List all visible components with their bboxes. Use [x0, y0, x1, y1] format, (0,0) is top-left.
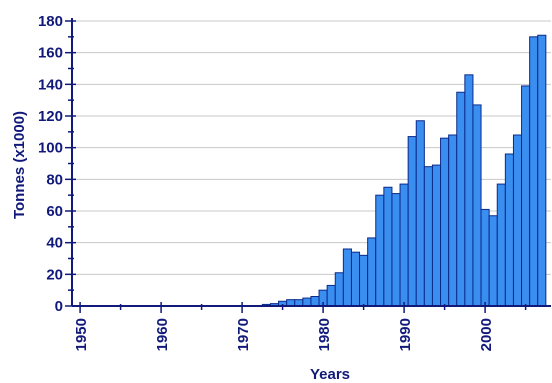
- bar-1999: [472, 104, 482, 307]
- bar-1986: [367, 237, 377, 307]
- y-tick-label: 140: [38, 76, 63, 93]
- bar-1983: [342, 248, 352, 307]
- bar-2007: [537, 34, 547, 307]
- y-tick-label: 80: [46, 171, 63, 188]
- axes: [65, 18, 551, 313]
- bar-1987: [375, 194, 385, 307]
- bar-2000: [480, 208, 490, 307]
- bar-1994: [431, 164, 442, 307]
- bar-1978: [302, 297, 312, 307]
- bar-2004: [512, 134, 523, 307]
- y-tick-label: 60: [46, 203, 63, 220]
- bar-1997: [456, 91, 466, 307]
- bar-1982: [334, 272, 344, 307]
- y-tick-label: 180: [38, 13, 63, 30]
- x-tick-label: 1970: [235, 318, 252, 351]
- bar-2001: [488, 215, 498, 307]
- bar-1991: [407, 136, 417, 307]
- y-axis-title: Tonnes (x1000): [11, 111, 28, 219]
- bar-1985: [359, 254, 369, 307]
- bar-1988: [383, 186, 393, 307]
- x-tick-label: 1980: [316, 318, 333, 351]
- bars: [261, 34, 547, 307]
- x-tick-label: 1960: [154, 318, 171, 351]
- bar-1979: [310, 296, 320, 307]
- bar-1996: [448, 134, 458, 307]
- bar-1998: [464, 74, 474, 307]
- bar-1990: [399, 183, 409, 307]
- bar-2006: [529, 36, 539, 307]
- bar-1993: [423, 166, 433, 307]
- y-tick-label: 100: [38, 140, 63, 157]
- bar-1981: [326, 284, 336, 307]
- x-axis-title: Years: [310, 366, 350, 383]
- bar-2002: [496, 183, 506, 307]
- y-tick-label: 120: [38, 108, 63, 125]
- gridlines: [72, 20, 551, 275]
- x-tick-label: 1990: [397, 318, 414, 351]
- bar-2005: [521, 85, 531, 307]
- y-tick-label: 160: [38, 45, 63, 62]
- x-tick-label: 2000: [478, 318, 495, 351]
- bar-1984: [350, 251, 361, 307]
- bar-1992: [415, 120, 425, 307]
- bar-1989: [391, 193, 401, 307]
- tick-labels: 0 20 40 60 80 100 120 140 160 180 1950 1960 1970 1980…: [38, 13, 495, 351]
- y-tick-label: 20: [46, 266, 63, 283]
- bar-1995: [440, 137, 450, 307]
- bar-2003: [504, 153, 514, 307]
- x-tick-label: 1950: [73, 318, 90, 351]
- y-tick-label: 0: [55, 298, 63, 315]
- y-tick-label: 40: [46, 235, 63, 252]
